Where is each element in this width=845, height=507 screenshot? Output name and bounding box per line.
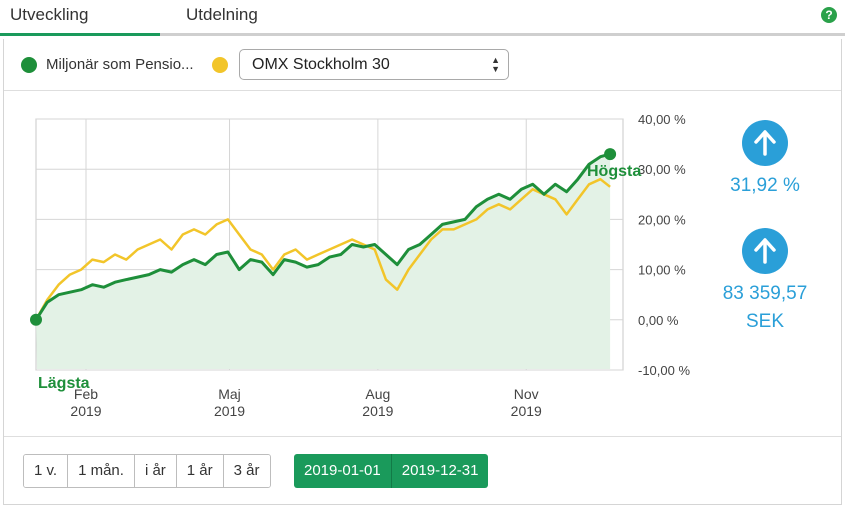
performance-chart: 40,00 % 30,00 % 20,00 % 10,00 % 0,00 % -10,00… [30, 112, 690, 419]
y-tick-label: 20,00 % [638, 212, 686, 227]
range-button-2[interactable]: i år [134, 455, 177, 487]
x-tick-year: 2019 [70, 403, 101, 419]
max-point [604, 148, 617, 161]
return-percent-value: 31,92 % [730, 175, 800, 196]
return-up-arrow-icon [742, 120, 788, 166]
y-tick-label: 40,00 % [638, 112, 686, 127]
range-button-4[interactable]: 3 år [223, 455, 270, 487]
benchmark-line [34, 177, 611, 321]
tab-utveckling[interactable]: Utveckling [0, 0, 160, 36]
min-point [30, 313, 42, 326]
benchmark-select-value: OMX Stockholm 30 [252, 56, 390, 73]
range-controls: 1 v. 1 mån. i år 1 år 3 år 2019-01-01 2019-1… [4, 436, 841, 504]
fund-line [34, 152, 611, 321]
date-range-group: 2019-01-01 2019-12-31 [294, 454, 489, 488]
x-tick-month: Feb [74, 386, 98, 402]
x-tick-month: Aug [365, 386, 390, 402]
x-tick-month: Nov [514, 386, 539, 402]
x-tick-year: 2019 [214, 403, 245, 419]
x-tick-year: 2019 [511, 403, 542, 419]
y-tick-label: -10,00 % [638, 363, 690, 378]
value-currency: SEK [745, 311, 785, 332]
max-label: Högsta [587, 163, 641, 180]
question-icon[interactable]: ? [821, 7, 837, 23]
y-tick-label: 30,00 % [638, 162, 686, 177]
benchmark-select[interactable]: OMX Stockholm 30 ▲ ▼ [239, 49, 509, 80]
tab-bar: Utveckling Utdelning ? [0, 0, 845, 36]
date-from-button[interactable]: 2019-01-01 [294, 454, 391, 488]
y-tick-label: 10,00 % [638, 263, 686, 278]
range-button-0[interactable]: 1 v. [24, 455, 69, 487]
legend-row: Miljonär som Pensio... OMX Stockholm 30 … [4, 39, 841, 91]
select-arrows-icon: ▲ ▼ [491, 55, 500, 74]
range-button-3[interactable]: 1 år [176, 455, 224, 487]
date-to-button[interactable]: 2019-12-31 [390, 454, 489, 488]
chart-panel: Miljonär som Pensio... OMX Stockholm 30 … [3, 39, 842, 505]
range-button-1[interactable]: 1 mån. [68, 455, 135, 487]
x-tick-year: 2019 [362, 403, 393, 419]
fund-legend-dot [21, 57, 37, 73]
min-label: Lägsta [38, 375, 90, 392]
y-tick-label: 0,00 % [638, 313, 679, 328]
fund-legend-label: Miljonär som Pensio... [46, 56, 194, 73]
x-tick-month: Maj [218, 386, 241, 402]
tab-utdelning[interactable]: Utdelning [186, 5, 258, 24]
range-button-group: 1 v. 1 mån. i år 1 år 3 år [23, 454, 271, 488]
value-amount: 83 359,57 [722, 283, 808, 304]
value-up-arrow-icon [742, 228, 788, 274]
benchmark-legend-dot [212, 57, 228, 73]
